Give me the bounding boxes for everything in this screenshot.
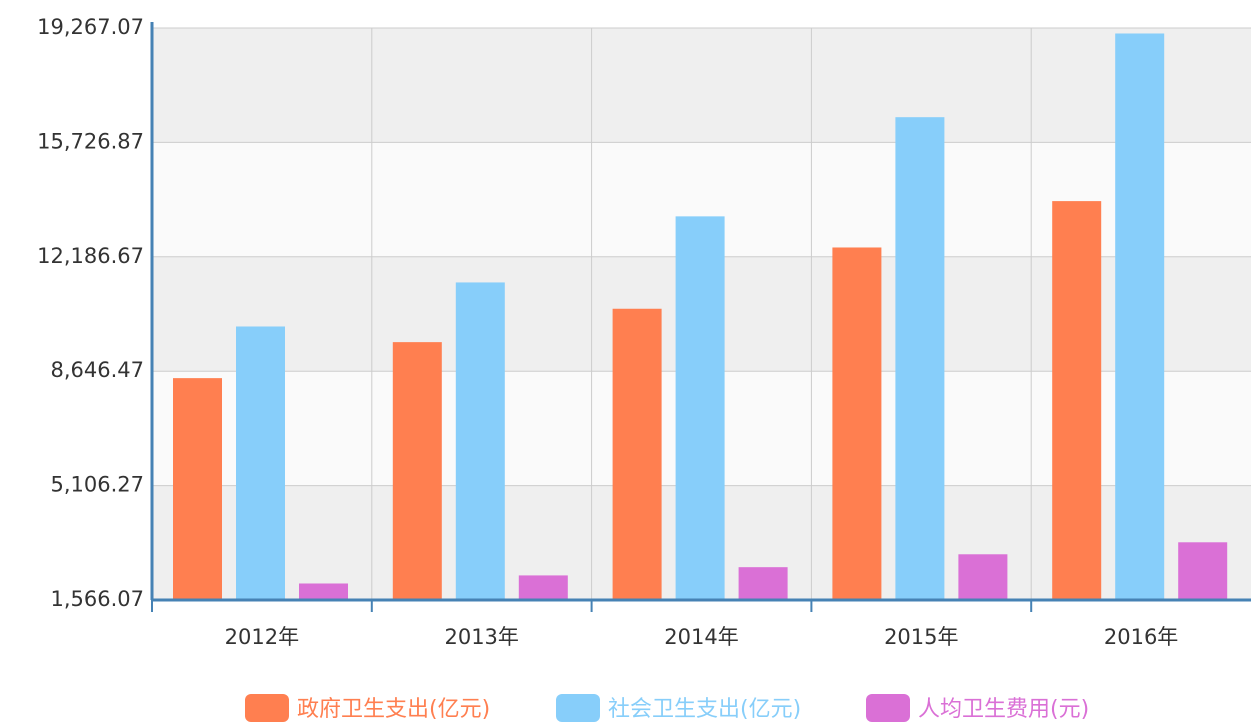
x-tick-label: 2013年 (444, 625, 518, 649)
bar (455, 282, 505, 600)
bar (1178, 542, 1228, 600)
bar (895, 117, 945, 601)
y-tick-label: 19,267.07 (37, 15, 144, 39)
legend-label: 政府卫生支出(亿元) (297, 697, 490, 722)
bar (1052, 201, 1102, 600)
bar (738, 567, 788, 600)
bar (299, 583, 348, 600)
legend-swatch (866, 694, 910, 722)
bar (236, 326, 285, 600)
legend-swatch (556, 694, 600, 722)
bar (518, 575, 568, 600)
bar (832, 247, 882, 601)
y-tick-label: 8,646.47 (50, 358, 144, 382)
legend-label: 社会卫生支出(亿元) (608, 697, 801, 722)
bar (675, 216, 725, 600)
bar (392, 342, 442, 600)
x-tick-label: 2014年 (664, 625, 738, 649)
legend-swatch (245, 694, 289, 722)
bar (958, 554, 1008, 600)
legend: 政府卫生支出(亿元) 社会卫生支出(亿元) 人均卫生费用(元) (245, 694, 1089, 722)
x-tick-label: 2016年 (1104, 625, 1178, 649)
x-tick-label: 2012年 (225, 625, 299, 649)
x-tick-label: 2015年 (884, 625, 958, 649)
y-tick-label: 15,726.87 (37, 129, 144, 153)
y-tick-label: 1,566.07 (50, 587, 144, 611)
bar (612, 308, 662, 600)
bar (1115, 33, 1165, 601)
bar (173, 378, 222, 600)
y-tick-label: 5,106.27 (50, 473, 144, 497)
plot-band (152, 28, 1251, 143)
legend-label: 人均卫生费用(元) (918, 697, 1089, 722)
y-tick-label: 12,186.67 (37, 244, 144, 268)
